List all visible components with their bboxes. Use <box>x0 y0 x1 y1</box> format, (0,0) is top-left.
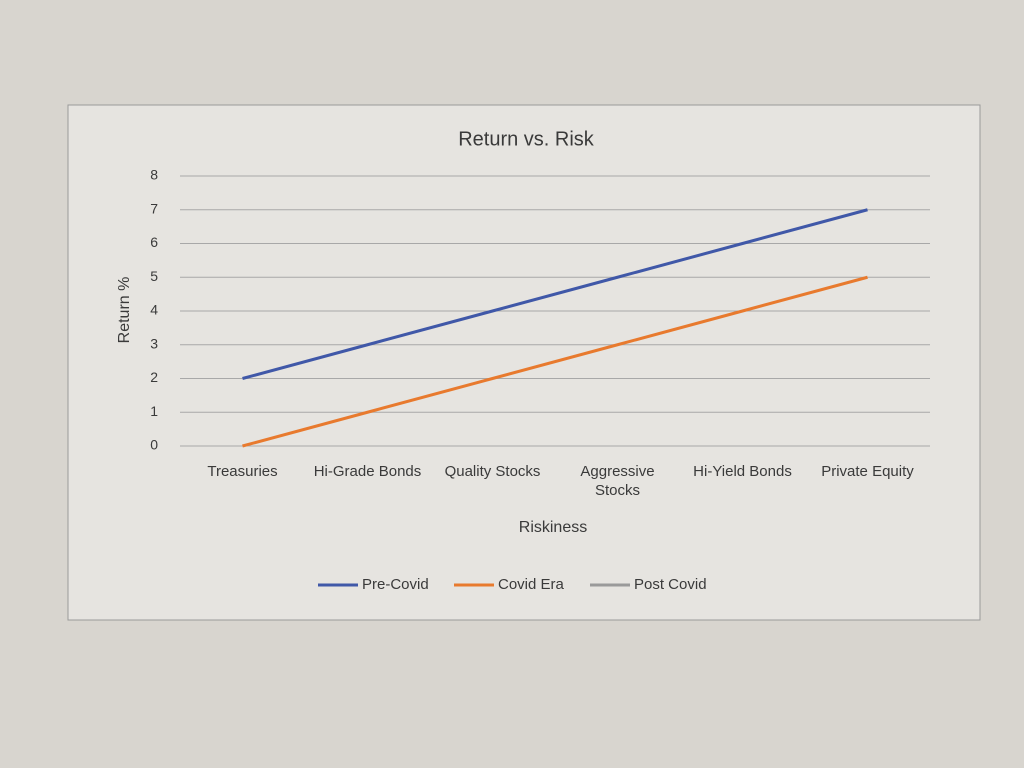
y-axis-label: Return % <box>116 277 133 344</box>
y-tick-label: 7 <box>150 200 158 216</box>
x-axis-label: Riskiness <box>519 519 587 536</box>
y-tick-label: 6 <box>150 234 158 250</box>
line-series <box>242 275 868 448</box>
x-tick-label: Treasuries <box>207 463 278 480</box>
x-tick-label: Quality Stocks <box>444 463 541 480</box>
legend-label: Covid Era <box>498 576 565 593</box>
y-tick-label: 5 <box>150 268 158 284</box>
x-tick-label: Private Equity <box>821 463 914 480</box>
chart-frame <box>67 104 981 621</box>
y-tick-label: 2 <box>150 369 158 385</box>
y-tick-label: 4 <box>150 302 158 318</box>
y-tick-label: 0 <box>150 437 158 453</box>
x-tick-label: Hi-Grade Bonds <box>313 463 422 480</box>
chart-title: Return vs. Risk <box>458 128 595 150</box>
y-tick-label: 3 <box>150 335 158 351</box>
legend-label: Post Covid <box>634 576 707 593</box>
y-tick-label: 1 <box>150 403 158 419</box>
legend-label: Pre-Covid <box>362 576 429 593</box>
line-series <box>242 208 868 380</box>
y-tick-label: 8 <box>150 167 158 183</box>
x-tick-label: Aggressive Stocks <box>580 463 655 499</box>
x-tick-label: Hi-Yield Bonds <box>693 463 792 480</box>
